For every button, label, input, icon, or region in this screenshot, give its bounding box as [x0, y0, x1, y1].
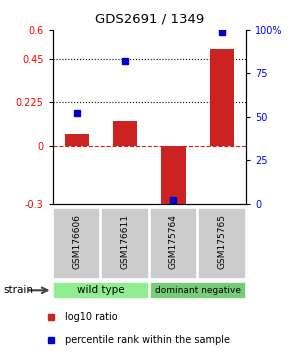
Text: GSM176606: GSM176606 [72, 215, 81, 269]
Text: GSM176611: GSM176611 [121, 215, 130, 269]
Text: percentile rank within the sample: percentile rank within the sample [65, 335, 230, 346]
Bar [101, 208, 149, 279]
Bar [210, 49, 234, 146]
Bar [198, 208, 245, 279]
Text: GDS2691 / 1349: GDS2691 / 1349 [95, 12, 205, 25]
Bar [161, 146, 185, 207]
Text: strain: strain [3, 285, 33, 295]
Text: log10 ratio: log10 ratio [65, 312, 118, 321]
Text: dominant negative: dominant negative [154, 286, 241, 295]
Text: wild type: wild type [77, 285, 125, 295]
Text: GSM175764: GSM175764 [169, 215, 178, 269]
Bar [53, 282, 149, 299]
Bar [64, 134, 89, 146]
Text: GSM175765: GSM175765 [217, 215, 226, 269]
Bar [150, 282, 245, 299]
Bar [113, 121, 137, 146]
Bar [150, 208, 197, 279]
Bar [53, 208, 100, 279]
